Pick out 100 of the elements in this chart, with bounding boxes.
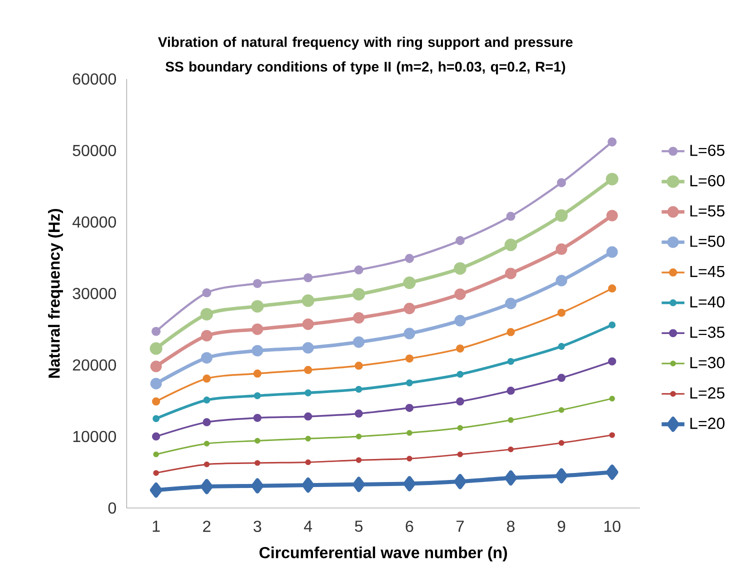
point bbox=[404, 254, 414, 263]
point bbox=[609, 432, 615, 438]
point bbox=[352, 288, 366, 300]
point bbox=[304, 273, 313, 282]
point bbox=[404, 328, 416, 340]
point bbox=[150, 360, 162, 372]
point bbox=[406, 456, 412, 462]
x-tick-label: 6 bbox=[406, 520, 414, 532]
legend-label: L=65 bbox=[690, 144, 724, 156]
point bbox=[202, 418, 211, 426]
point bbox=[406, 430, 412, 436]
y-tick-label: 60000 bbox=[72, 73, 116, 85]
point bbox=[556, 178, 566, 188]
point bbox=[606, 172, 618, 186]
point bbox=[201, 330, 212, 342]
point bbox=[305, 436, 311, 442]
point bbox=[201, 352, 212, 364]
point bbox=[454, 474, 466, 490]
point bbox=[152, 397, 160, 406]
point bbox=[251, 300, 264, 313]
point bbox=[252, 344, 264, 356]
point bbox=[456, 397, 464, 406]
point bbox=[150, 342, 162, 355]
point bbox=[304, 389, 312, 396]
y-tick-label: 40000 bbox=[72, 216, 116, 228]
point bbox=[558, 342, 565, 350]
point bbox=[506, 328, 515, 336]
point bbox=[405, 354, 414, 363]
point bbox=[302, 294, 314, 307]
x-tick-label: 10 bbox=[604, 520, 620, 532]
point bbox=[253, 370, 262, 378]
y-tick-label: 50000 bbox=[72, 144, 116, 156]
point bbox=[456, 370, 464, 378]
point bbox=[204, 440, 210, 447]
legend-label: L=35 bbox=[690, 326, 724, 338]
point bbox=[609, 396, 615, 402]
point bbox=[302, 342, 314, 354]
legend-label: L=55 bbox=[690, 205, 724, 217]
point bbox=[200, 478, 213, 494]
point bbox=[203, 396, 210, 404]
point bbox=[457, 425, 463, 431]
point bbox=[457, 451, 463, 458]
point bbox=[354, 410, 363, 418]
point bbox=[608, 321, 616, 328]
point bbox=[200, 308, 214, 320]
point bbox=[204, 462, 210, 468]
point bbox=[353, 312, 364, 324]
point bbox=[354, 362, 363, 370]
point bbox=[456, 236, 465, 246]
y-axis-title: Natural frequency (Hz) bbox=[48, 208, 63, 378]
point bbox=[253, 414, 262, 422]
point bbox=[153, 451, 159, 458]
point bbox=[355, 386, 362, 393]
point bbox=[456, 344, 464, 353]
point bbox=[352, 476, 365, 492]
point bbox=[505, 298, 517, 310]
x-tick-label: 1 bbox=[152, 520, 160, 532]
point bbox=[608, 137, 617, 146]
point bbox=[252, 278, 262, 288]
point bbox=[557, 308, 566, 317]
point bbox=[506, 212, 516, 221]
point bbox=[252, 324, 264, 335]
point bbox=[556, 274, 568, 286]
point bbox=[557, 374, 566, 382]
point bbox=[606, 210, 618, 222]
point bbox=[254, 460, 260, 466]
point bbox=[403, 276, 416, 290]
point bbox=[505, 268, 517, 280]
point bbox=[556, 243, 568, 255]
point bbox=[302, 478, 314, 493]
point bbox=[153, 470, 159, 476]
point bbox=[555, 468, 568, 484]
point bbox=[354, 265, 364, 274]
x-tick-label: 4 bbox=[304, 520, 312, 532]
x-tick-label: 9 bbox=[558, 520, 566, 532]
point bbox=[508, 446, 514, 452]
point bbox=[608, 357, 616, 366]
legend-label: L=45 bbox=[690, 266, 724, 278]
point bbox=[608, 284, 616, 293]
legend-label: L=30 bbox=[690, 356, 724, 368]
legend-label: L=25 bbox=[690, 387, 724, 399]
point bbox=[558, 407, 564, 413]
x-axis-title: Circumferential wave number (n) bbox=[260, 546, 507, 562]
point bbox=[606, 464, 618, 480]
point bbox=[304, 412, 312, 421]
y-tick-label: 20000 bbox=[72, 359, 116, 371]
x-tick-label: 7 bbox=[456, 520, 464, 532]
point bbox=[202, 288, 212, 298]
point bbox=[353, 336, 364, 348]
legend-label: L=50 bbox=[690, 236, 724, 247]
point bbox=[150, 482, 162, 498]
point bbox=[606, 246, 618, 258]
x-tick-label: 5 bbox=[354, 520, 363, 532]
legend-label: L=20 bbox=[690, 418, 724, 429]
point bbox=[356, 457, 362, 463]
point bbox=[305, 459, 311, 466]
point bbox=[254, 392, 261, 400]
point bbox=[504, 470, 517, 486]
point bbox=[555, 209, 568, 222]
point bbox=[152, 326, 161, 336]
